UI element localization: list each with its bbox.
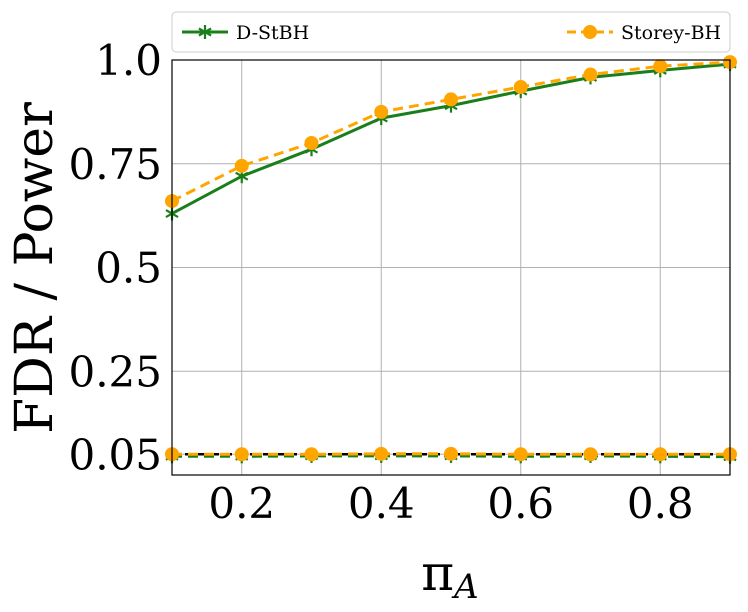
y-tick-label: 0.05 (68, 430, 162, 479)
series-line-storey-bh-power (171, 60, 731, 203)
data-point-storey-bh-power (513, 79, 528, 94)
series-layer (165, 55, 737, 464)
data-point-storey-bh-power (374, 104, 389, 119)
x-axis-label-symbol: π (421, 544, 454, 602)
plot-frame (171, 59, 731, 476)
data-point-d-stbh-power-stroke (235, 171, 249, 181)
data-point-storey-bh-fdr (653, 447, 668, 462)
y-tick-label: 1.0 (95, 36, 162, 85)
x-tick-label: 0.8 (627, 479, 694, 528)
data-point-storey-bh-fdr (374, 446, 389, 461)
x-tick-label: 0.2 (208, 479, 275, 528)
y-tick-label: 0.25 (68, 347, 162, 396)
x-axis-label-subscript: A (451, 567, 479, 607)
x-tick-label: 0.6 (487, 479, 554, 528)
legend-marker-storey-bh-glyph (583, 25, 597, 39)
grid-lines (172, 59, 730, 475)
data-point-storey-bh-power (444, 92, 458, 107)
legend: D-StBH Storey-BH (171, 11, 731, 53)
legend-box (171, 11, 731, 53)
data-point-storey-bh-fdr (304, 447, 319, 462)
y-tick-label: 0.75 (68, 140, 162, 189)
legend-label-storey-bh: Storey-BH (621, 22, 721, 44)
legend-item-d-stbh: D-StBH (182, 22, 309, 44)
data-point-storey-bh-fdr (234, 447, 249, 462)
legend-marker-d-stbh-glyph-stroke (198, 27, 212, 37)
legend-item-storey-bh: Storey-BH (567, 22, 721, 44)
data-point-storey-bh-fdr (513, 447, 528, 462)
data-point-storey-bh-power (583, 67, 598, 82)
legend-label-d-stbh: D-StBH (236, 22, 309, 44)
series-line-d-stbh-power (171, 62, 731, 215)
x-tick-label: 0.4 (348, 479, 415, 528)
data-point-storey-bh-fdr (583, 447, 598, 462)
legend-marker-d-stbh (198, 25, 212, 39)
data-point-storey-bh-power (304, 136, 319, 150)
data-point-storey-bh-fdr (444, 446, 458, 461)
tick-labels: 0.2 0.4 0.6 0.8 0.05 0.25 0.5 0.75 1.0 (68, 36, 693, 528)
legend-marker-d-stbh-glyph (198, 25, 212, 39)
data-point-storey-bh-power (234, 158, 249, 173)
y-axis-label: FDR / Power (5, 102, 65, 434)
x-axis-label: πA (421, 544, 478, 607)
legend-marker-storey-bh (583, 25, 597, 39)
data-point-storey-bh-power (653, 59, 668, 74)
y-tick-label: 0.5 (95, 244, 162, 293)
